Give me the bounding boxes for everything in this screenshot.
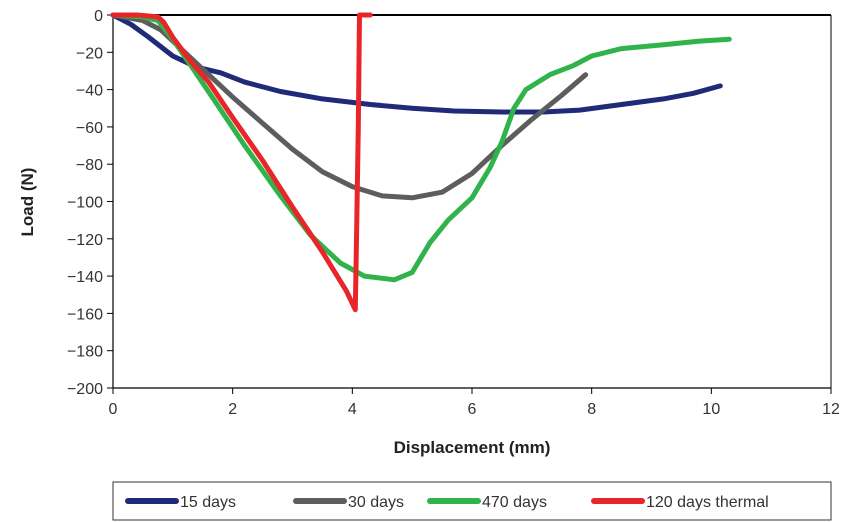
y-tick-label: −120 [67, 232, 103, 249]
legend-label: 30 days [348, 494, 404, 511]
legend-label: 470 days [482, 494, 547, 511]
y-axis-title: Load (N) [18, 168, 37, 237]
x-axis-title: Displacement (mm) [394, 438, 551, 457]
legend-label: 120 days thermal [646, 494, 769, 511]
y-tick-label: −160 [67, 306, 103, 323]
x-tick-label: 6 [468, 401, 477, 418]
x-tick-label: 0 [109, 401, 118, 418]
series-line-15-days [110, 12, 723, 115]
y-axis-ticks: 0 −20 −40 −60 −80 −100 −120 −140 −160 −180 −200 [67, 8, 113, 398]
x-tick-label: 4 [348, 401, 357, 418]
legend-label: 15 days [180, 494, 236, 511]
y-tick-label: −20 [76, 45, 103, 62]
series-lines [110, 12, 732, 313]
x-tick-label: 8 [587, 401, 596, 418]
y-tick-label: −180 [67, 344, 103, 361]
x-tick-label: 12 [822, 401, 840, 418]
x-tick-label: 2 [228, 401, 237, 418]
y-tick-label: −40 [76, 83, 103, 100]
legend: 15 days 30 days 470 days 120 days thermal [112, 481, 832, 521]
y-tick-label: −60 [76, 120, 103, 137]
y-tick-label: −200 [67, 381, 103, 398]
y-tick-label: 0 [94, 8, 103, 25]
x-tick-label: 10 [702, 401, 720, 418]
y-tick-label: −100 [67, 195, 103, 212]
series-line-470-days [110, 12, 732, 283]
y-tick-label: −140 [67, 269, 103, 286]
y-tick-label: −80 [76, 157, 103, 174]
x-axis-ticks: 0 2 4 6 8 10 12 [109, 388, 840, 418]
series-line-120-days-thermal [110, 12, 373, 313]
